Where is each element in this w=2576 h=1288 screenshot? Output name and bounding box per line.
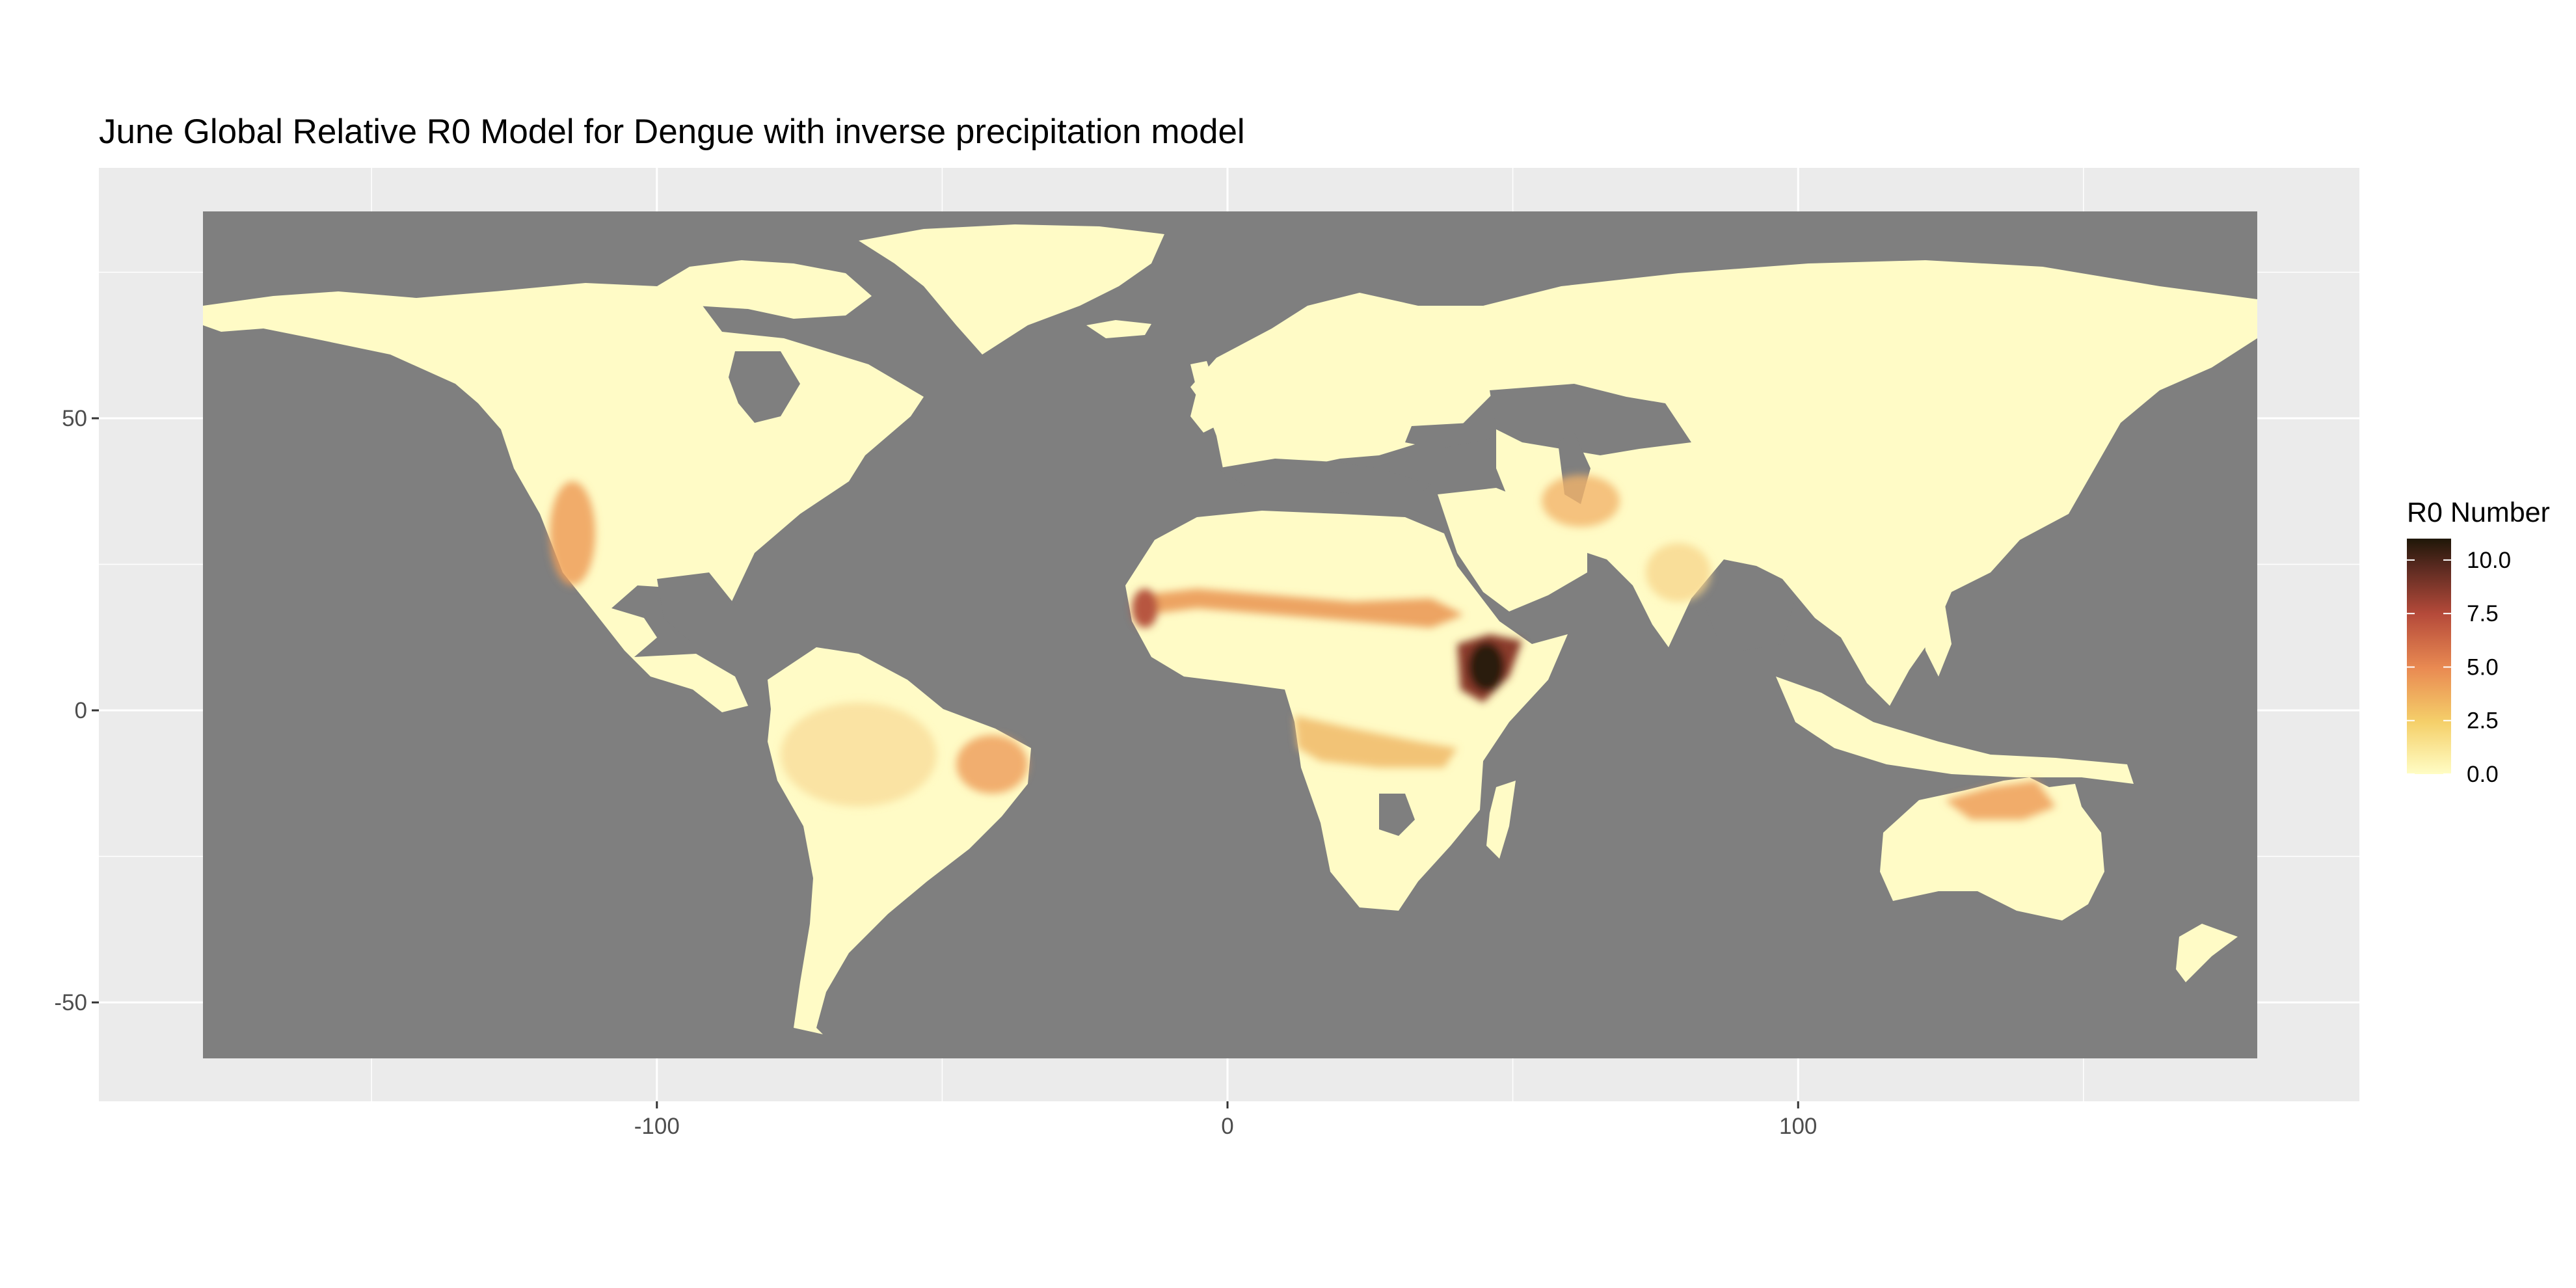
gulf-of-mexico xyxy=(657,572,735,641)
bay-of-bengal xyxy=(1704,585,1795,651)
land-iceland xyxy=(1086,320,1151,338)
legend-label: 7.5 xyxy=(2467,601,2499,626)
land-philippines xyxy=(1919,598,1952,677)
r0-hotspots xyxy=(550,475,2056,820)
x-tick-label: 100 xyxy=(1779,1114,1817,1139)
land-japan xyxy=(2020,403,2101,485)
hotspot-middle-east xyxy=(1542,475,1620,527)
land-greenland xyxy=(859,224,1164,355)
legend-label: 5.0 xyxy=(2467,654,2499,680)
inland-gaps xyxy=(657,351,1795,836)
legend-label: 0.0 xyxy=(2467,762,2499,787)
chart-title: June Global Relative R0 Model for Dengue… xyxy=(99,113,1245,151)
hotspot-west-africa-coast xyxy=(1132,589,1158,628)
hotspot-sahel xyxy=(1138,589,1464,628)
land-arabia xyxy=(1438,488,1587,611)
legend-ticks: 10.0 7.5 5.0 2.5 0.0 xyxy=(2407,548,2511,787)
hotspot-northern-australia xyxy=(1945,781,2056,820)
y-tick-label: 50 xyxy=(62,406,87,431)
axes: -100 0 100 50 0 -50 xyxy=(54,406,1817,1139)
legend-label: 10.0 xyxy=(2467,548,2511,573)
hotspot-west-mexico xyxy=(550,481,595,585)
x-tick-label: 0 xyxy=(1221,1114,1233,1139)
hotspot-amazon xyxy=(781,703,937,807)
hotspot-central-africa xyxy=(1295,716,1457,768)
legend-colorbar xyxy=(2407,539,2451,774)
land-indonesia xyxy=(1776,677,2134,784)
y-tick-label: 0 xyxy=(75,698,87,723)
hotspot-horn-core xyxy=(1468,642,1505,691)
steppe-no-data xyxy=(1490,384,1691,455)
kalahari-no-data xyxy=(1379,794,1415,836)
land-madagascar xyxy=(1486,781,1516,859)
land-new-zealand xyxy=(2176,924,2238,982)
mediterranean xyxy=(1216,459,1431,494)
hotspot-east-brazil xyxy=(956,735,1028,794)
legend-title: R0 Number xyxy=(2407,497,2550,528)
y-tick-label: -50 xyxy=(54,990,87,1015)
land-australia xyxy=(1880,777,2104,920)
hotspot-india xyxy=(1646,543,1711,602)
hudson-bay xyxy=(729,351,800,423)
land-arctic-islands xyxy=(657,260,872,319)
black-sea xyxy=(1405,423,1490,449)
legend-label: 2.5 xyxy=(2467,708,2499,734)
x-tick-label: -100 xyxy=(634,1114,680,1139)
land-uk xyxy=(1190,361,1223,433)
